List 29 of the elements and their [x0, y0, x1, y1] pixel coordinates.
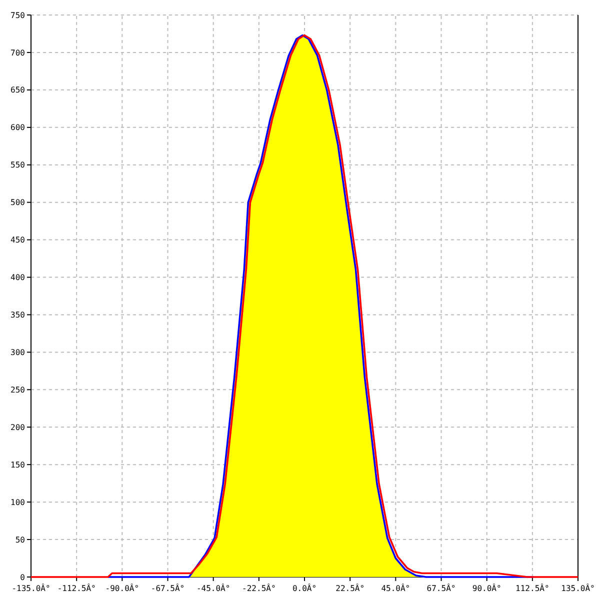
y-tick-label: 100 — [10, 498, 26, 507]
y-tick-label: 700 — [10, 48, 26, 58]
y-tick-label: 650 — [10, 86, 26, 95]
x-tick-label: 112.5Â° — [516, 583, 550, 593]
y-tick-label: 450 — [10, 236, 26, 245]
y-tick-label: 300 — [10, 348, 26, 357]
y-tick-label: 500 — [10, 198, 26, 208]
y-tick-label: 750 — [10, 10, 26, 20]
y-tick-label: 350 — [10, 310, 26, 320]
x-tick-label: -112.5Â° — [57, 583, 96, 593]
x-tick-label: -90.0Â° — [105, 583, 140, 593]
y-tick-label: 150 — [10, 460, 26, 470]
x-tick-label: -22.5Â° — [242, 583, 276, 593]
x-tick-label: 22.5Â° — [336, 583, 365, 593]
x-tick-label: 45.0Â° — [381, 583, 410, 593]
y-tick-label: 400 — [10, 273, 26, 282]
y-tick-label: 600 — [10, 123, 26, 132]
x-tick-label: 0.0Â° — [292, 583, 317, 593]
y-tick-label: 200 — [10, 422, 26, 432]
x-tick-label: 90.0Â° — [472, 583, 502, 593]
y-tick-label: 50 — [15, 535, 26, 544]
y-tick-label: 0 — [20, 572, 26, 582]
x-tick-label: -135.0Â° — [12, 583, 50, 593]
x-tick-label: 135.0Â° — [561, 583, 595, 593]
y-tick-label: 250 — [10, 385, 26, 394]
x-tick-label: -67.5Â° — [150, 583, 185, 593]
y-tick-label: 550 — [10, 160, 26, 170]
x-tick-label: 67.5Â° — [426, 583, 456, 593]
x-tick-label: -45.0Â° — [196, 583, 230, 593]
